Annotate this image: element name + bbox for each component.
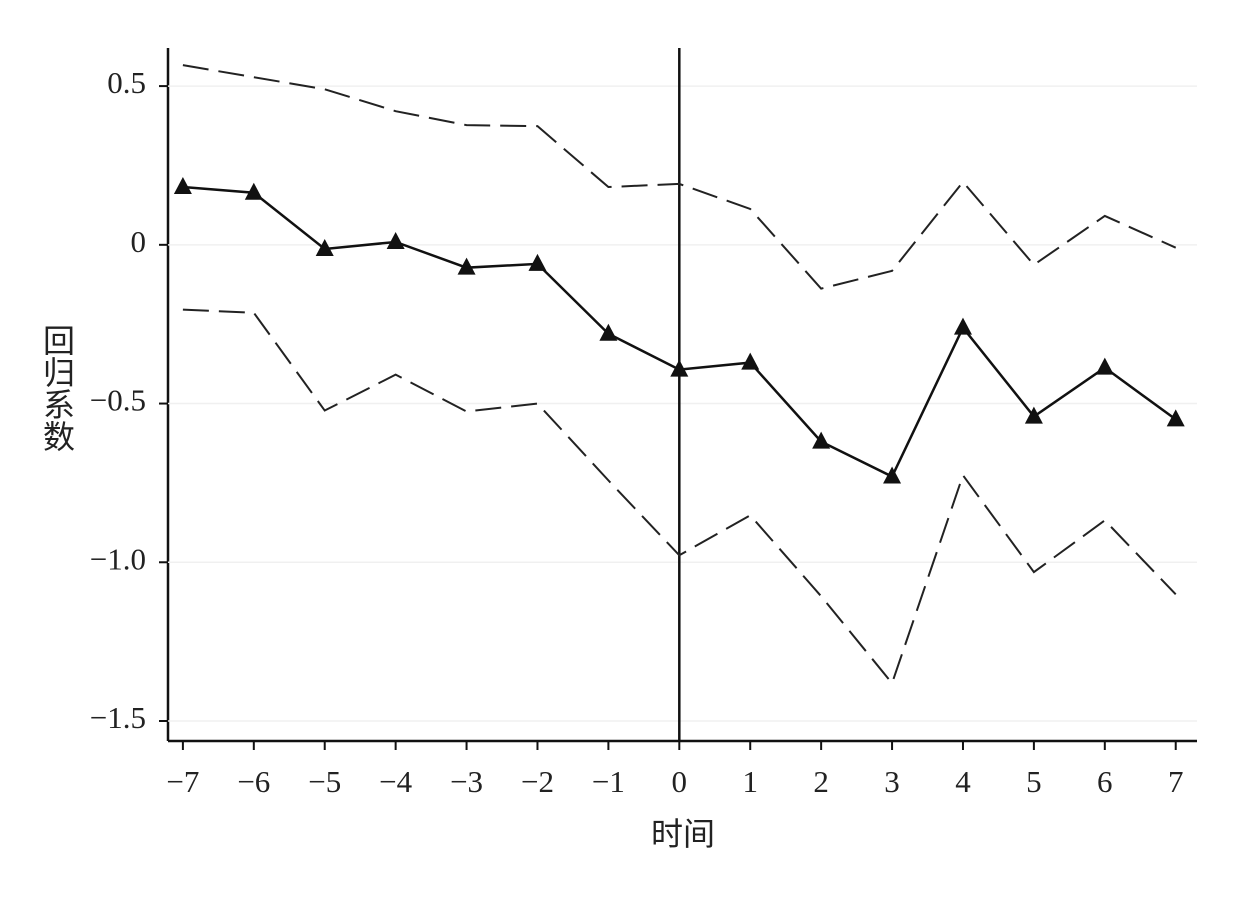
x-axis-title: 时间	[651, 815, 715, 853]
y-axis-title: 回归系数	[38, 324, 76, 452]
y-tick-label: −1.0	[90, 541, 146, 576]
x-tick-label: 1	[742, 764, 758, 799]
y-tick-label: 0	[131, 224, 147, 259]
marker	[1166, 409, 1185, 427]
x-tick-label: 6	[1097, 764, 1113, 799]
x-tick-label: 7	[1168, 764, 1184, 799]
y-tick-label: −0.5	[90, 383, 146, 418]
marker	[953, 317, 972, 335]
x-tick-label: −4	[379, 764, 412, 799]
series-line	[182, 64, 1177, 290]
marker	[244, 182, 263, 200]
x-tick-label: 4	[955, 764, 971, 799]
marker	[315, 238, 334, 256]
x-tick-label: 0	[672, 764, 688, 799]
series-line	[182, 308, 1177, 686]
x-tick-label: 2	[813, 764, 829, 799]
x-tick-label: −2	[521, 764, 554, 799]
x-tick-label: 3	[884, 764, 900, 799]
x-tick-label: −5	[308, 764, 341, 799]
y-tick-label: 0.5	[107, 65, 146, 100]
marker	[883, 466, 902, 484]
x-tick-label: −7	[166, 764, 199, 799]
x-tick-label: −3	[450, 764, 483, 799]
marker	[599, 323, 618, 341]
marker	[1024, 406, 1043, 424]
marker	[670, 359, 689, 377]
x-tick-label: 5	[1026, 764, 1042, 799]
marker	[457, 257, 476, 275]
marker	[528, 253, 547, 271]
y-tick-label: −1.5	[90, 700, 146, 735]
x-tick-label: −1	[592, 764, 625, 799]
x-tick-label: −6	[237, 764, 270, 799]
marker	[173, 177, 192, 195]
marker	[1095, 357, 1114, 375]
marker	[386, 231, 405, 249]
marker	[812, 431, 831, 449]
marker	[741, 352, 760, 370]
